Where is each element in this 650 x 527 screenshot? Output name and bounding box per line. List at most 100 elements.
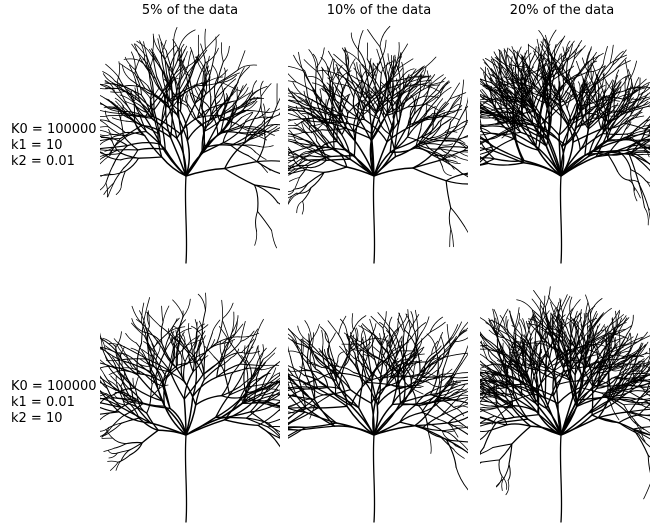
tree-branch xyxy=(242,109,266,113)
tree-branch xyxy=(230,117,242,128)
tree-branch xyxy=(619,117,633,126)
tree-branch xyxy=(344,47,347,67)
tree-branch xyxy=(147,57,157,80)
tree-branch xyxy=(480,386,492,396)
tree-branch xyxy=(323,166,348,174)
tree-branch xyxy=(126,131,147,137)
tree-branch xyxy=(141,354,154,367)
tree-branch xyxy=(465,106,467,124)
tree-branch xyxy=(450,99,462,123)
tree-branch xyxy=(169,78,179,88)
tree-branch xyxy=(338,365,345,389)
tree-branch xyxy=(176,114,189,142)
tree-branch xyxy=(327,77,339,90)
tree-branch xyxy=(373,346,384,356)
tree-branch xyxy=(242,93,253,111)
tree-branch xyxy=(591,414,620,424)
tree-branch xyxy=(136,75,149,87)
tree-branch xyxy=(100,102,111,109)
tree-branch xyxy=(429,321,446,333)
tree-branch xyxy=(176,137,187,177)
tree-branch xyxy=(219,341,223,356)
tree-branch xyxy=(139,364,153,367)
tree-branch xyxy=(302,129,323,133)
tree-branch xyxy=(608,328,626,335)
tree-branch xyxy=(259,145,274,148)
tree-branch xyxy=(337,351,345,362)
tree-branch xyxy=(113,338,129,350)
tree-branch xyxy=(495,317,503,335)
tree-branch xyxy=(569,315,572,339)
tree-branch xyxy=(480,387,494,398)
tree-branch xyxy=(221,299,224,319)
tree-branch xyxy=(399,365,403,377)
tree-branch xyxy=(518,322,523,337)
tree-branch xyxy=(357,93,363,118)
tree-branch xyxy=(609,90,621,101)
tree-branch xyxy=(185,395,194,436)
tree-branch xyxy=(513,413,540,418)
tree-branch xyxy=(203,356,206,381)
tree-branch xyxy=(187,106,196,120)
tree-branch xyxy=(224,338,227,352)
tree-branch xyxy=(511,358,527,374)
tree-branch xyxy=(597,106,606,122)
tree-branch xyxy=(184,346,193,363)
tree-branch xyxy=(586,46,592,63)
tree-branch xyxy=(102,337,117,348)
tree-branch xyxy=(615,333,628,355)
tree-branch xyxy=(496,116,510,121)
tree-branch xyxy=(288,409,300,420)
tree-branch xyxy=(440,143,454,146)
tree-branch xyxy=(494,415,515,420)
tree-branch xyxy=(388,325,400,347)
tree-branch xyxy=(513,126,525,162)
tree-branch xyxy=(124,56,136,71)
tree-branch xyxy=(178,51,188,68)
tree-branch xyxy=(361,364,365,385)
tree-branch xyxy=(386,113,396,143)
tree-branch xyxy=(299,103,327,122)
tree-branch xyxy=(100,335,106,351)
tree-branch xyxy=(121,406,152,424)
tree-branch xyxy=(606,327,618,343)
tree-branch xyxy=(298,51,304,72)
tree-branch xyxy=(179,54,190,77)
tree-branch xyxy=(161,342,178,369)
tree-branch xyxy=(278,408,280,411)
tree-branch xyxy=(245,383,275,394)
tree-branch xyxy=(564,90,576,99)
tree-branch xyxy=(480,114,484,116)
tree-branch xyxy=(135,342,146,358)
tree-branch xyxy=(584,152,609,157)
tree-branch xyxy=(397,42,400,61)
tree-branch xyxy=(359,64,363,78)
tree-branch xyxy=(256,137,266,163)
tree-branch xyxy=(535,145,562,177)
tree-branch xyxy=(107,450,118,454)
tree-branch xyxy=(246,378,260,388)
tree-branch xyxy=(609,347,621,367)
tree-branch xyxy=(252,393,280,403)
tree-branch xyxy=(229,82,239,100)
tree-branch xyxy=(539,43,549,58)
tree-branch xyxy=(454,119,468,129)
tree-branch xyxy=(321,68,324,83)
tree-branch xyxy=(591,325,599,344)
tree-branch xyxy=(387,53,393,71)
tree-branch xyxy=(347,85,364,96)
tree-branch xyxy=(487,387,500,390)
tree-branch xyxy=(333,148,348,168)
tree-branch xyxy=(154,352,166,378)
tree-branch xyxy=(118,61,120,78)
tree-branch xyxy=(450,425,464,427)
tree-branch xyxy=(625,149,650,164)
tree-branch xyxy=(298,398,314,411)
tree-branch xyxy=(261,128,275,136)
tree-branch xyxy=(335,379,352,407)
tree-branch xyxy=(148,330,163,349)
tree-branch xyxy=(633,85,649,92)
tree-branch xyxy=(512,65,530,69)
tree-branch xyxy=(550,83,562,98)
tree-branch xyxy=(585,48,592,66)
